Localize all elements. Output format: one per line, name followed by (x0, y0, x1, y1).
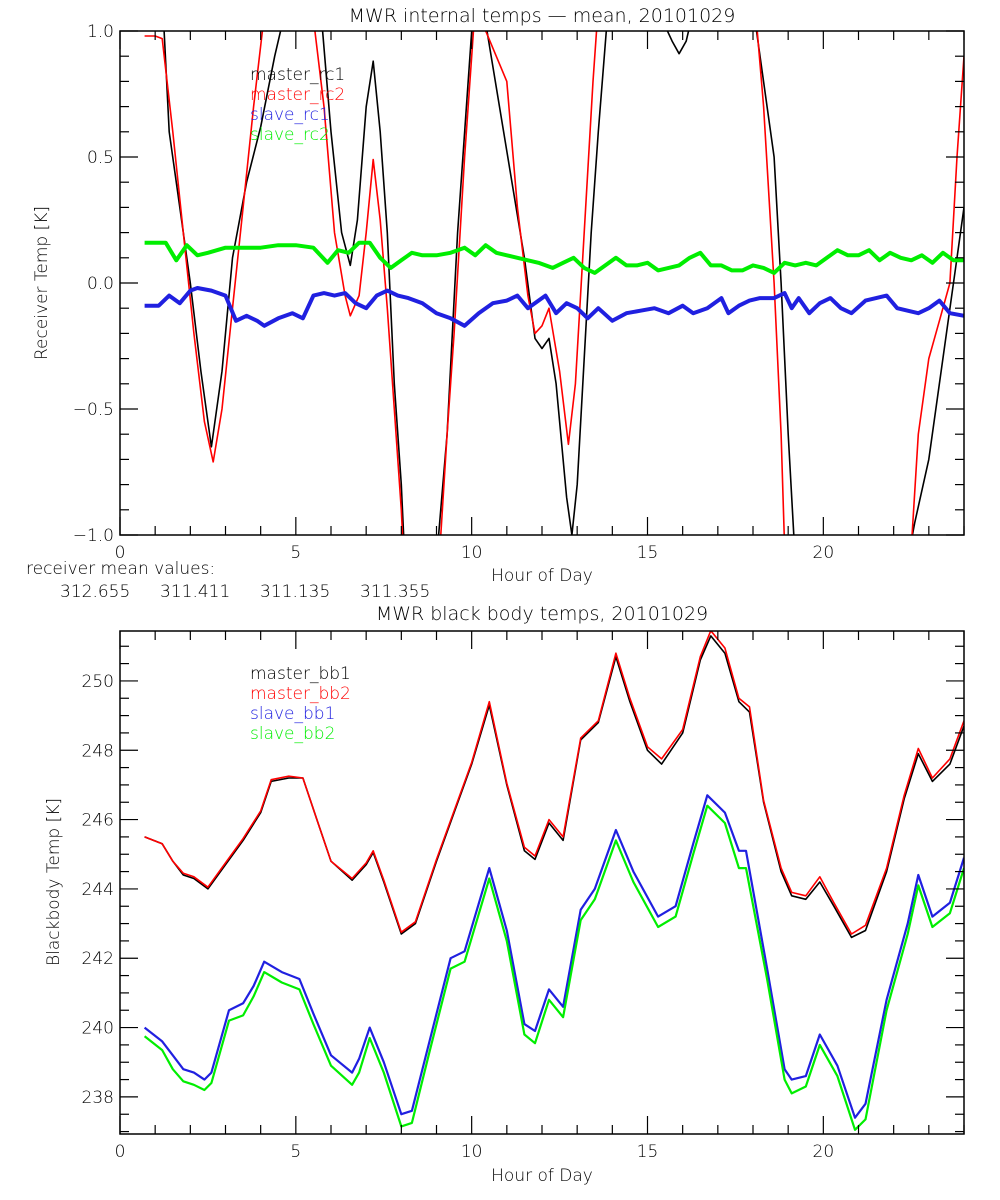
plot-area (143, 631, 964, 1131)
y-tick-label: −0.5 (73, 400, 114, 420)
y-tick-label: 246 (82, 811, 114, 831)
legend-entry-slave_bb2: slave_bb2 (250, 724, 335, 744)
x-tick-label: 10 (461, 1142, 483, 1162)
x-tick-labels: 0 5 10 15 20 (115, 1142, 835, 1162)
legend-entry-slave_rc2: slave_rc2 (250, 125, 330, 145)
y-tick-label: 0.5 (87, 148, 114, 168)
x-tick-label: 15 (637, 543, 659, 563)
chart-title: MWR internal temps — mean, 20101029 (349, 5, 736, 27)
x-tick-label: 5 (290, 543, 301, 563)
receiver-temp-chart: MWR internal temps — mean, 20101029 −1.0… (26, 5, 965, 602)
receiver-mean-value: 311.355 (360, 582, 430, 602)
y-tick-label: 238 (82, 1088, 114, 1108)
x-tick-label: 5 (290, 1142, 301, 1162)
chart-title: MWR black body temps, 20101029 (376, 603, 708, 625)
blackbody-temp-chart: MWR black body temps, 20101029 238 240 242… (44, 603, 965, 1186)
series-line-slave_bb1 (143, 794, 964, 1119)
receiver-mean-value: 312.655 (60, 582, 130, 602)
receiver-mean-value: 311.135 (260, 582, 330, 602)
y-tick-labels: −1.0 −0.5 0.0 0.5 1.0 (73, 22, 114, 546)
x-tick-label: 0 (115, 1142, 126, 1162)
legend-entry-slave_bb1: slave_bb1 (250, 704, 335, 724)
y-tick-label: 248 (82, 741, 114, 761)
series-line-master_bb2 (144, 631, 964, 935)
plot-frame (119, 30, 965, 536)
y-tick-label: 242 (82, 949, 114, 969)
y-tick-label: 244 (82, 880, 114, 900)
series-line-master_rc1 (163, 31, 964, 535)
y-tick-label: −1.0 (73, 526, 114, 546)
y-axis-label: Blackbody Temp [K] (44, 798, 64, 966)
x-tick-label: 20 (813, 543, 835, 563)
legend-entry-master_bb2: master_bb2 (250, 684, 351, 704)
x-axis-label: Hour of Day (491, 566, 593, 586)
series-line-slave_bb2 (143, 804, 964, 1131)
plot-frame (119, 630, 965, 1135)
receiver-mean-label: receiver mean values: (26, 559, 215, 579)
series-line-slave_rc1 (144, 286, 964, 328)
y-tick-label: 240 (82, 1019, 114, 1039)
legend-entry-master_rc2: master_rc2 (250, 85, 345, 105)
y-tick-label: 250 (82, 672, 114, 692)
x-axis-label: Hour of Day (491, 1166, 593, 1186)
y-tick-label: 1.0 (87, 22, 114, 42)
axis-ticks (119, 631, 965, 1134)
series-line-master_rc2 (144, 31, 964, 535)
series-line-slave_rc2 (144, 240, 964, 275)
y-tick-labels: 238 240 242 244 246 248 250 (82, 672, 114, 1108)
receiver-mean-values: 312.655 311.411 311.135 311.355 (60, 582, 430, 602)
legend-entry-master_rc1: master_rc1 (250, 65, 345, 85)
receiver-mean-value: 311.411 (160, 582, 230, 602)
y-tick-label: 0.0 (87, 274, 114, 294)
x-tick-label: 0 (115, 543, 126, 563)
x-tick-label: 20 (813, 1142, 835, 1162)
legend-entry-master_bb1: master_bb1 (250, 664, 351, 684)
y-axis-label: Receiver Temp [K] (32, 206, 52, 360)
plot-area (144, 31, 964, 535)
legend-entry-slave_rc1: slave_rc1 (250, 105, 330, 125)
axis-ticks (119, 30, 965, 536)
x-tick-labels: 0 5 10 15 20 (115, 543, 835, 563)
x-tick-label: 10 (461, 543, 483, 563)
x-tick-label: 15 (637, 1142, 659, 1162)
